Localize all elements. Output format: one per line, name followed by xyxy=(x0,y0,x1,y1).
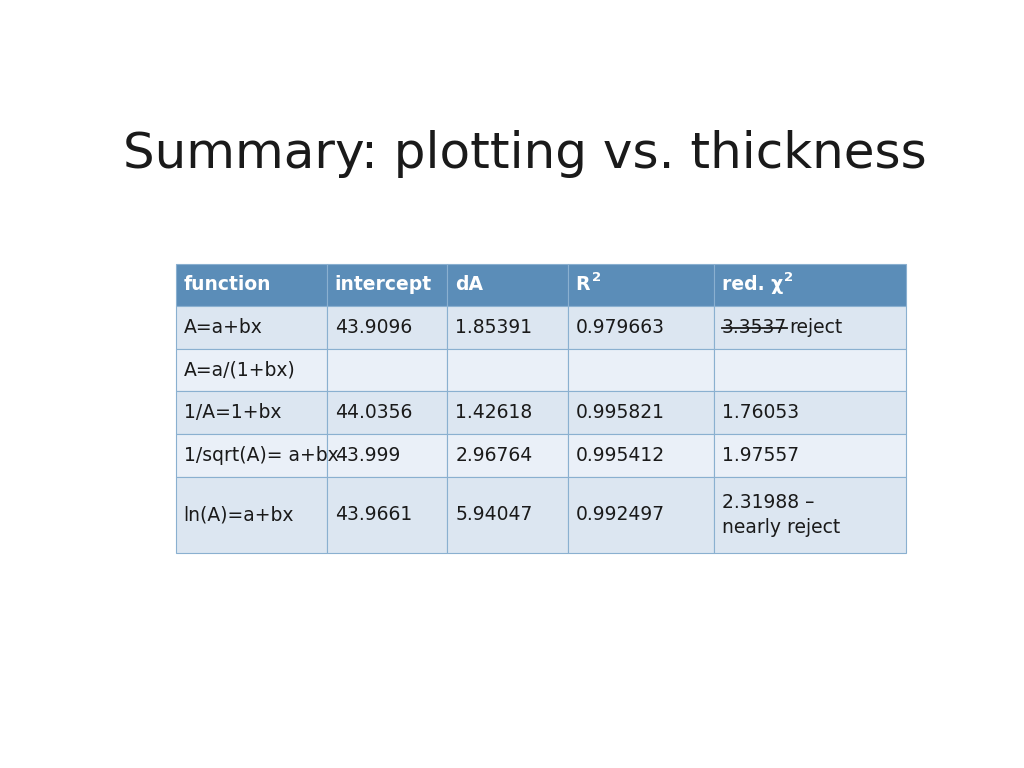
Bar xyxy=(327,263,447,306)
Bar xyxy=(714,434,906,476)
Text: 5.94047: 5.94047 xyxy=(455,505,532,525)
Text: A=a+bx: A=a+bx xyxy=(183,318,262,337)
Text: 0.995821: 0.995821 xyxy=(575,403,665,422)
Bar xyxy=(176,306,327,349)
Bar xyxy=(447,434,567,476)
Bar xyxy=(714,263,906,306)
Bar xyxy=(176,349,327,392)
Bar xyxy=(176,263,327,306)
Bar xyxy=(327,306,447,349)
Bar xyxy=(176,434,327,476)
Text: 1/A=1+bx: 1/A=1+bx xyxy=(183,403,281,422)
Text: 1.76053: 1.76053 xyxy=(722,403,799,422)
Text: intercept: intercept xyxy=(335,276,432,294)
Bar xyxy=(327,349,447,392)
Bar xyxy=(447,306,567,349)
Bar xyxy=(327,476,447,554)
Bar xyxy=(714,392,906,434)
Text: 43.9096: 43.9096 xyxy=(335,318,412,337)
Bar xyxy=(567,306,714,349)
Text: 43.999: 43.999 xyxy=(335,445,400,465)
Text: 2.96764: 2.96764 xyxy=(455,445,532,465)
Text: 43.9661: 43.9661 xyxy=(335,505,412,525)
Text: Summary: plotting vs. thickness: Summary: plotting vs. thickness xyxy=(123,131,927,178)
Text: dA: dA xyxy=(455,276,483,294)
Text: A=a/(1+bx): A=a/(1+bx) xyxy=(183,361,295,379)
Text: 0.992497: 0.992497 xyxy=(575,505,665,525)
Text: red. χ: red. χ xyxy=(722,276,783,294)
Text: 0.995412: 0.995412 xyxy=(575,445,665,465)
Text: 2: 2 xyxy=(592,271,601,284)
Text: reject: reject xyxy=(790,318,843,337)
Text: 0.979663: 0.979663 xyxy=(575,318,665,337)
Text: 1.42618: 1.42618 xyxy=(455,403,532,422)
Bar xyxy=(447,392,567,434)
Bar xyxy=(447,476,567,554)
Text: 2.31988 –
nearly reject: 2.31988 – nearly reject xyxy=(722,493,840,537)
Text: 1/sqrt(A)= a+bx: 1/sqrt(A)= a+bx xyxy=(183,445,338,465)
Bar xyxy=(176,476,327,554)
Text: 2: 2 xyxy=(784,271,794,284)
Bar xyxy=(567,349,714,392)
Bar xyxy=(567,434,714,476)
Text: 44.0356: 44.0356 xyxy=(335,403,412,422)
Text: R: R xyxy=(575,276,590,294)
Text: 3.3537: 3.3537 xyxy=(722,318,786,337)
Text: 1.97557: 1.97557 xyxy=(722,445,799,465)
Bar xyxy=(567,476,714,554)
Text: 1.85391: 1.85391 xyxy=(455,318,532,337)
Bar xyxy=(176,392,327,434)
Bar xyxy=(327,392,447,434)
Bar xyxy=(327,434,447,476)
Text: function: function xyxy=(183,276,271,294)
Bar xyxy=(567,263,714,306)
Text: ln(A)=a+bx: ln(A)=a+bx xyxy=(183,505,294,525)
Bar xyxy=(567,392,714,434)
Bar xyxy=(714,306,906,349)
Bar xyxy=(447,349,567,392)
Bar xyxy=(714,476,906,554)
Bar xyxy=(447,263,567,306)
Bar xyxy=(714,349,906,392)
